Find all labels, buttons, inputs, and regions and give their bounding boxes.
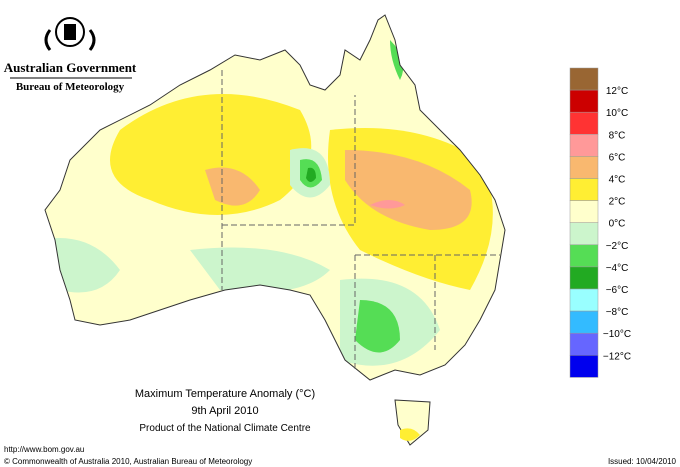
legend-label: 0°C xyxy=(609,219,626,230)
legend-label: 8°C xyxy=(609,130,626,141)
footer-issued: Issued: 10/04/2010 xyxy=(608,457,677,466)
legend-swatch xyxy=(569,156,599,179)
legend-swatch xyxy=(569,222,599,246)
legend-label: 2°C xyxy=(609,197,626,208)
legend-label: −10°C xyxy=(603,329,631,340)
legend: 12°C 10°C 8°C 6°C 4°C 2°C 0°C −2°C −4°C −6°C −8°C −… xyxy=(569,67,631,378)
agency: Australian Government xyxy=(4,60,137,75)
legend-label: −2°C xyxy=(606,241,629,252)
legend-swatch xyxy=(569,244,599,268)
caption-date: 9th April 2010 xyxy=(191,405,258,417)
legend-swatch xyxy=(569,111,599,135)
logo xyxy=(44,17,96,51)
legend-label: 10°C xyxy=(606,108,628,119)
legend-swatch xyxy=(569,288,599,312)
legend-label: −8°C xyxy=(606,307,629,318)
footer-copyright: © Commonwealth of Australia 2010, Austra… xyxy=(4,457,252,466)
legend-label: 12°C xyxy=(606,86,628,97)
legend-swatch xyxy=(569,67,599,91)
legend-swatch xyxy=(569,134,599,157)
legend-label: −6°C xyxy=(606,285,629,296)
caption-title: Maximum Temperature Anomaly (°C) xyxy=(135,388,315,400)
footer-url: http://www.bom.gov.au xyxy=(4,445,84,454)
legend-label: 4°C xyxy=(609,175,626,186)
legend-swatch xyxy=(569,266,599,290)
caption-source: Product of the National Climate Centre xyxy=(139,423,311,434)
legend-swatch xyxy=(569,310,599,334)
legend-swatch xyxy=(569,200,599,223)
legend-label: −4°C xyxy=(606,263,629,274)
legend-label: −12°C xyxy=(603,351,631,362)
legend-swatch xyxy=(569,355,599,378)
bureau: Bureau of Meteorology xyxy=(16,81,125,93)
legend-swatch xyxy=(569,89,599,113)
australia-map xyxy=(44,14,506,446)
legend-swatch xyxy=(569,332,599,356)
legend-swatch xyxy=(569,178,599,201)
legend-label: 6°C xyxy=(609,152,626,163)
